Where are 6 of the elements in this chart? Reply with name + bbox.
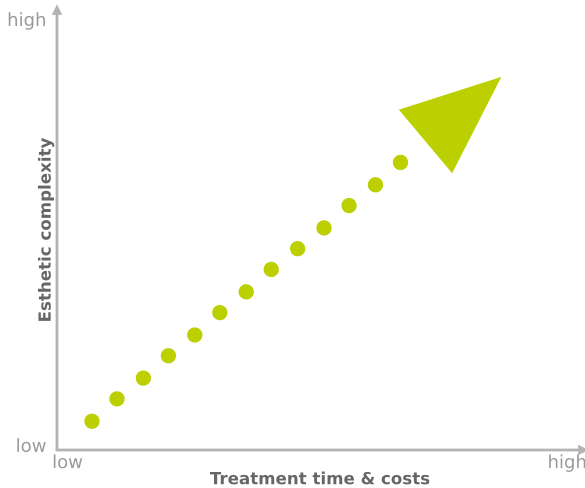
text: low xyxy=(54,454,82,468)
text: low xyxy=(17,438,46,452)
text: high xyxy=(549,454,585,472)
text: high xyxy=(8,12,45,30)
y-axis-title: Esthetic complexity xyxy=(38,138,54,321)
x-axis-title: Treatment time & costs xyxy=(210,472,430,484)
